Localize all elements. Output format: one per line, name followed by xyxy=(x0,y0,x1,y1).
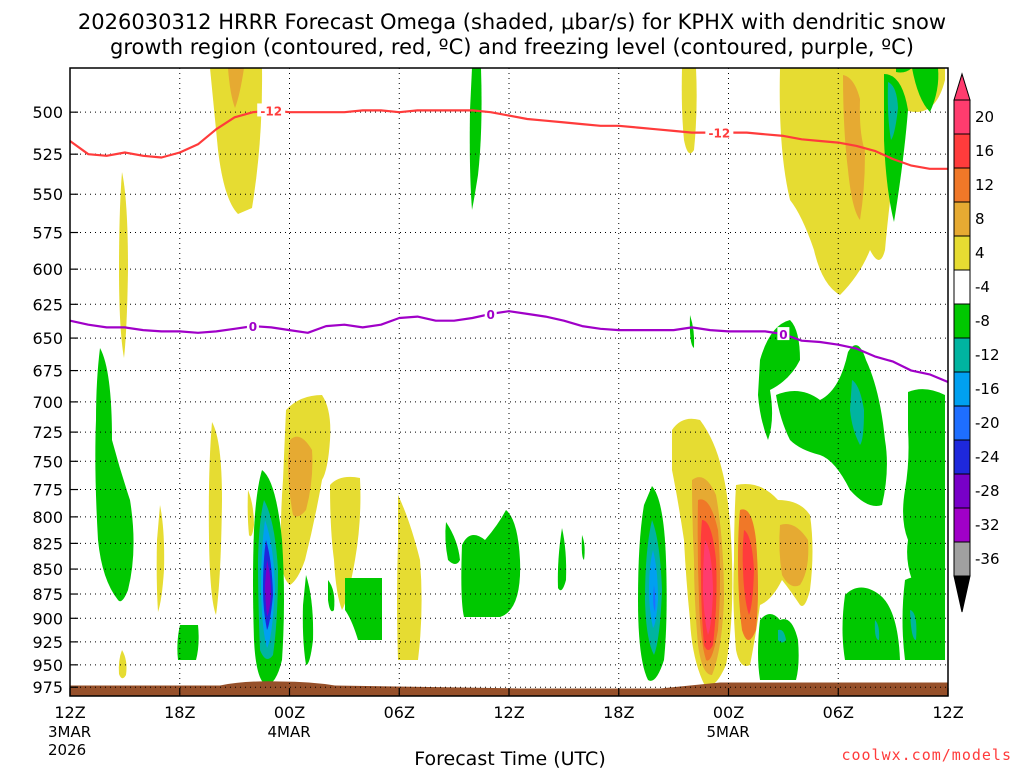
dgz-contour-label-bg xyxy=(257,103,286,117)
y-tick-label: 800 xyxy=(32,508,63,527)
colorbar-bin xyxy=(953,371,971,407)
colorbar-top-arrow xyxy=(953,72,971,101)
colorbar-bin xyxy=(953,167,971,203)
colorbar-bin xyxy=(953,439,971,475)
x-tick-label: 12Z xyxy=(54,703,85,722)
omega-colorbar: 20 16 12 8 4 -4 -8 -12 -16 -20 -24 -28 -32 -36 xyxy=(953,72,1000,613)
x-tick-label: 00Z xyxy=(274,703,305,722)
x-date-label: 4MAR xyxy=(268,723,311,741)
freezing-level-contour-label-bg xyxy=(777,327,790,341)
chart-title-line1: 2026030312 HRRR Forecast Omega (shaded, … xyxy=(78,10,946,34)
colorbar-bin xyxy=(953,337,971,373)
colorbar-bin xyxy=(953,507,971,543)
colorbar-bin xyxy=(953,303,971,339)
freezing-level-contour-line xyxy=(69,310,949,384)
y-tick-label: 725 xyxy=(32,423,63,442)
chart-title-line2: growth region (contoured, red, ºC) and f… xyxy=(110,35,914,59)
dgz-contour-label: -12 xyxy=(709,127,731,141)
colorbar-label: 4 xyxy=(975,244,985,262)
colorbar-label: -24 xyxy=(975,448,1000,466)
y-tick-label: 575 xyxy=(32,224,63,243)
freezing-level-contour-label-bg xyxy=(246,319,259,333)
colorbar-bin xyxy=(953,133,971,169)
colorbar-label: -8 xyxy=(975,312,990,330)
y-tick-label: 500 xyxy=(32,103,63,122)
y-tick-label: 675 xyxy=(32,362,63,381)
colorbar-bin xyxy=(953,473,971,509)
y-tick-label: 775 xyxy=(32,481,63,500)
x-tick-label: 18Z xyxy=(164,703,195,722)
colorbar-label: 12 xyxy=(975,176,994,194)
colorbar-bin xyxy=(953,405,971,441)
y-tick-label: 750 xyxy=(32,452,63,471)
freezing-level-contour-label: 0 xyxy=(249,320,257,334)
x-axis-label: Forecast Time (UTC) xyxy=(414,748,605,768)
y-axis-pressure: 500 525 550 575 600 625 650 675 700 725 750 775 800 8… xyxy=(32,103,78,697)
y-tick-label: 900 xyxy=(32,609,63,628)
y-tick-label: 525 xyxy=(32,145,63,164)
y-tick-label: 550 xyxy=(32,185,63,204)
colorbar-bin xyxy=(953,269,971,305)
colorbar-label: 16 xyxy=(975,142,994,160)
colorbar-bottom-arrow xyxy=(953,575,971,613)
y-tick-label: 625 xyxy=(32,295,63,314)
credit-text: coolwx.com/models xyxy=(841,746,1012,764)
colorbar-bin xyxy=(953,541,971,577)
y-tick-label: 850 xyxy=(32,560,63,579)
contour-lines: -12 -12 0 0 0 xyxy=(69,103,949,384)
y-tick-label: 650 xyxy=(32,329,63,348)
x-tick-label: 06Z xyxy=(384,703,415,722)
x-tick-label: 18Z xyxy=(603,703,634,722)
freezing-level-contour-label-bg xyxy=(484,306,497,320)
dgz-contour-line xyxy=(69,109,948,170)
colorbar-label: -28 xyxy=(975,482,1000,500)
colorbar-label: -20 xyxy=(975,414,1000,432)
dgz-contour-label: -12 xyxy=(260,104,282,118)
freezing-level-contour-label: 0 xyxy=(487,308,495,322)
colorbar-label: -32 xyxy=(975,516,1000,534)
colorbar-bin xyxy=(953,201,971,237)
y-tick-label: 700 xyxy=(32,393,63,412)
colorbar-label: 20 xyxy=(975,108,994,126)
y-tick-label: 825 xyxy=(32,534,63,553)
y-tick-label: 950 xyxy=(32,656,63,675)
colorbar-label: -4 xyxy=(975,278,990,296)
x-tick-label: 06Z xyxy=(823,703,854,722)
colorbar-label: 8 xyxy=(975,210,985,228)
x-tick-label: 12Z xyxy=(932,703,963,722)
x-tick-label: 12Z xyxy=(493,703,524,722)
colorbar-label: -12 xyxy=(975,346,1000,364)
x-date-label: 5MAR xyxy=(707,723,750,741)
colorbar-bin xyxy=(953,99,971,135)
y-tick-label: 875 xyxy=(32,585,63,604)
x-date-label: 3MAR xyxy=(48,723,91,741)
x-tick-label: 00Z xyxy=(713,703,744,722)
y-tick-label: 600 xyxy=(32,260,63,279)
y-tick-label: 925 xyxy=(32,633,63,652)
colorbar-label: -16 xyxy=(975,380,1000,398)
freezing-level-contour-label: 0 xyxy=(779,328,787,342)
x-year-label: 2026 xyxy=(48,741,86,759)
dgz-contour-label-bg xyxy=(705,125,734,139)
colorbar-bin xyxy=(953,235,971,271)
colorbar-label: -36 xyxy=(975,550,1000,568)
y-tick-label: 975 xyxy=(32,678,63,697)
